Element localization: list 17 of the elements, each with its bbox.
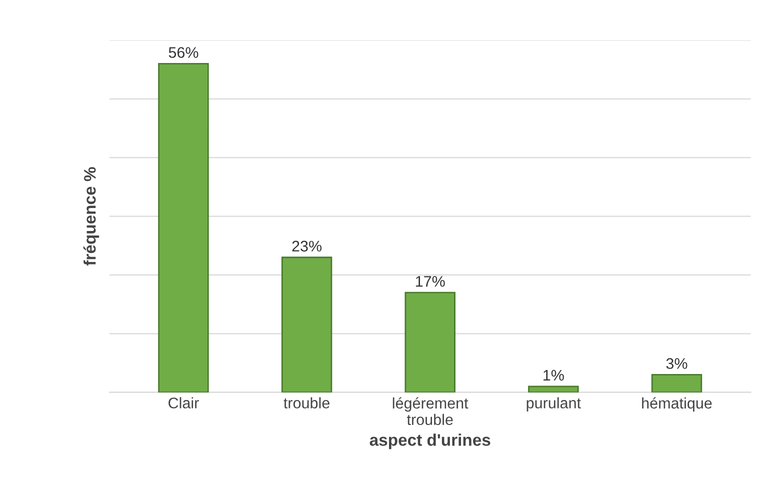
x-tick-label: trouble [284, 397, 330, 408]
data-label: 1% [544, 370, 564, 381]
bar [281, 256, 332, 392]
bar [404, 292, 456, 392]
x-tick-label: purulant [526, 397, 581, 412]
x-tick-label: légérement trouble [392, 397, 468, 426]
x-tick-label: hématique [642, 397, 712, 412]
data-label: 56% [168, 47, 198, 58]
bar [158, 63, 209, 392]
bar [651, 374, 702, 392]
data-label: 23% [292, 240, 322, 252]
data-label: 3% [666, 358, 688, 369]
data-label: 17% [416, 276, 445, 287]
x-axis-title: aspect d'urines [370, 434, 490, 450]
x-tick-label: Clair [168, 397, 199, 408]
y-axis-title: fréquence % [83, 167, 100, 266]
bar [528, 386, 579, 392]
